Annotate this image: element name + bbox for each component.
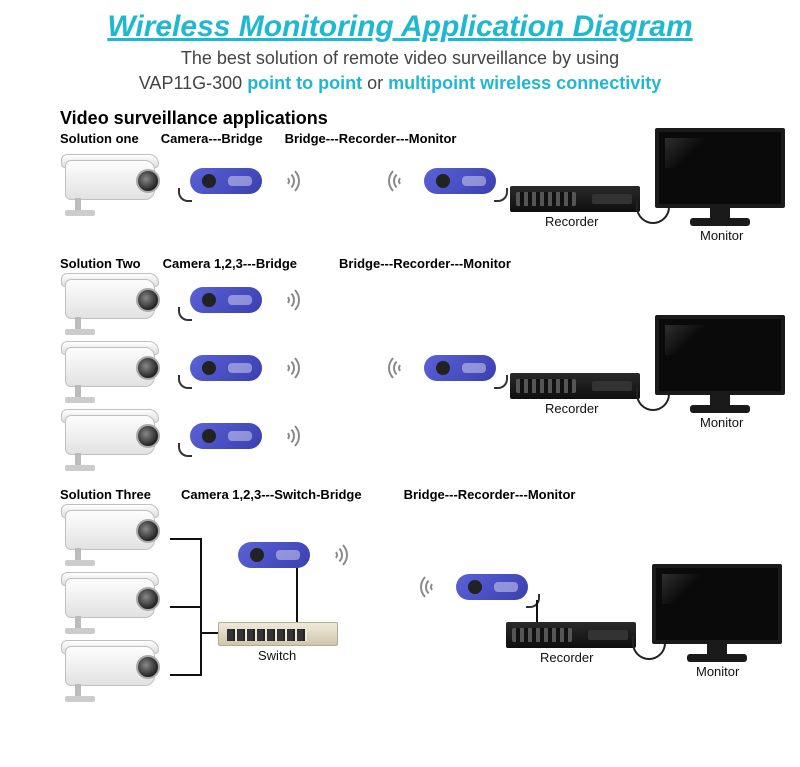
page-title: Wireless Monitoring Application Diagram	[0, 10, 800, 44]
camera-icon	[55, 152, 175, 212]
highlight-p2p: point to point	[247, 73, 362, 93]
mid-or: or	[362, 73, 388, 93]
bridge-rx-icon	[456, 574, 528, 600]
wire-icon	[296, 564, 298, 622]
bridge-tx-icon	[190, 287, 262, 313]
wifi-in-icon	[388, 353, 418, 383]
switch-label: Switch	[258, 648, 296, 663]
wifi-out-icon	[270, 285, 300, 315]
header: Wireless Monitoring Application Diagram …	[0, 0, 800, 94]
section-title: Video surveillance applications	[60, 108, 800, 129]
recorder-label: Recorder	[545, 401, 598, 416]
camera-icon	[55, 570, 175, 630]
wire-icon	[170, 606, 200, 608]
camera-icon	[55, 339, 175, 399]
wire-icon	[200, 632, 218, 634]
monitor-icon	[655, 128, 785, 228]
cable-icon	[494, 188, 508, 202]
sol3-left: Camera 1,2,3---Switch-Bridge	[181, 487, 362, 502]
wifi-out-icon	[318, 540, 348, 570]
camera-icon	[55, 407, 175, 467]
bridge-rx-icon	[424, 168, 496, 194]
sol3-label: Solution Three	[60, 487, 151, 502]
solution-two-labels: Solution Two Camera 1,2,3---Bridge Bridg…	[60, 256, 800, 271]
camera-icon	[55, 502, 175, 562]
subtitle-line-1: The best solution of remote video survei…	[0, 48, 800, 69]
monitor-label: Monitor	[700, 228, 743, 243]
monitor-icon	[655, 315, 785, 415]
cable-icon	[178, 188, 192, 202]
subtitle-line-2: VAP11G-300 point to point or multipoint …	[0, 73, 800, 94]
solution-three-row: Switch Recorder Monitor	[0, 502, 800, 722]
sol1-left: Camera---Bridge	[161, 131, 263, 146]
sol1-label: Solution one	[60, 131, 139, 146]
sol2-right: Bridge---Recorder---Monitor	[339, 256, 511, 271]
wire-icon	[536, 600, 538, 622]
solution-one-row: Recorder Monitor	[0, 146, 800, 256]
wire-icon	[170, 674, 200, 676]
cable-icon	[178, 375, 192, 389]
wire-icon	[200, 538, 202, 676]
wifi-in-icon	[420, 572, 450, 602]
recorder-label: Recorder	[540, 650, 593, 665]
cable-icon	[494, 375, 508, 389]
recorder-label: Recorder	[545, 214, 598, 229]
wifi-in-icon	[388, 166, 418, 196]
camera-icon	[55, 638, 175, 698]
camera-icon	[55, 271, 175, 331]
wifi-out-icon	[270, 166, 300, 196]
sol1-right: Bridge---Recorder---Monitor	[285, 131, 457, 146]
monitor-label: Monitor	[696, 664, 739, 679]
recorder-icon	[506, 622, 636, 648]
bridge-tx-icon	[190, 355, 262, 381]
solution-two-row: Recorder Monitor	[0, 271, 800, 481]
monitor-icon	[652, 564, 782, 664]
cable-icon	[178, 307, 192, 321]
solution-three-labels: Solution Three Camera 1,2,3---Switch-Bri…	[60, 487, 800, 502]
bridge-tx-icon	[238, 542, 310, 568]
product-name: VAP11G-300	[139, 73, 242, 93]
recorder-icon	[510, 373, 640, 399]
sol3-right: Bridge---Recorder---Monitor	[404, 487, 576, 502]
bridge-tx-icon	[190, 168, 262, 194]
recorder-icon	[510, 186, 640, 212]
wire-icon	[170, 538, 200, 540]
wifi-out-icon	[270, 353, 300, 383]
bridge-rx-icon	[424, 355, 496, 381]
sol2-left: Camera 1,2,3---Bridge	[163, 256, 297, 271]
switch-icon	[218, 622, 338, 646]
highlight-mp: multipoint wireless connectivity	[388, 73, 661, 93]
cable-icon	[178, 443, 192, 457]
sol2-label: Solution Two	[60, 256, 141, 271]
monitor-label: Monitor	[700, 415, 743, 430]
bridge-tx-icon	[190, 423, 262, 449]
wifi-out-icon	[270, 421, 300, 451]
